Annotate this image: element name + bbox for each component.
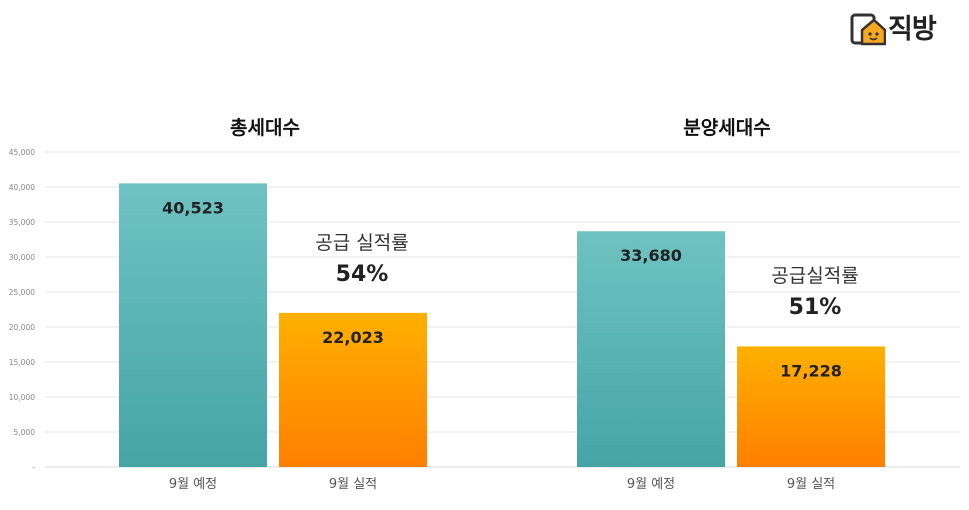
x-category-label: 9월 실적 <box>329 477 377 492</box>
bar-value-label: 17,228 <box>780 361 842 380</box>
x-category-label: 9월 예정 <box>627 477 675 492</box>
brand-name: 직방 <box>888 14 937 45</box>
y-tick-label: 15,000 <box>9 358 35 367</box>
y-tick-label: 30,000 <box>9 253 35 262</box>
bar-value-label: 40,523 <box>162 198 224 217</box>
supply-rate-label: 공급실적률 <box>771 265 858 287</box>
y-tick-label: 25,000 <box>9 288 35 297</box>
x-category-label: 9월 실적 <box>787 477 835 492</box>
y-tick-label: 5,000 <box>14 428 36 437</box>
y-tick-label: 35,000 <box>9 218 35 227</box>
house-logo-icon <box>850 13 886 46</box>
bars <box>119 183 885 468</box>
bar-value-label: 22,023 <box>322 328 384 347</box>
supply-rate-value: 51% <box>789 295 842 320</box>
y-tick-label: 40,000 <box>9 183 35 192</box>
bar-plan <box>119 183 267 468</box>
bar-actual <box>737 346 885 467</box>
y-tick-label: 10,000 <box>9 393 35 402</box>
brand-logo: 직방 <box>850 12 945 48</box>
y-tick-label: - <box>32 463 35 472</box>
panel-title: 총세대수 <box>230 117 300 139</box>
y-tick-label: 20,000 <box>9 323 35 332</box>
supply-rate-label: 공급 실적률 <box>315 232 408 254</box>
y-axis: - 5,000 10,000 15,000 20,000 25,000 30,000 35,0… <box>9 148 36 472</box>
bar-plan <box>577 231 725 467</box>
supply-rate-value: 54% <box>336 262 389 287</box>
bar-value-label: 33,680 <box>620 246 682 265</box>
y-tick-label: 45,000 <box>9 148 35 157</box>
panel-title: 분양세대수 <box>683 117 770 139</box>
x-category-label: 9월 예정 <box>169 477 217 492</box>
bar-actual <box>279 312 427 467</box>
labels: 총세대수 40,523 9월 예정 22,023 9월 실적 공급 실적률 54% 분양세대수… <box>162 117 859 492</box>
